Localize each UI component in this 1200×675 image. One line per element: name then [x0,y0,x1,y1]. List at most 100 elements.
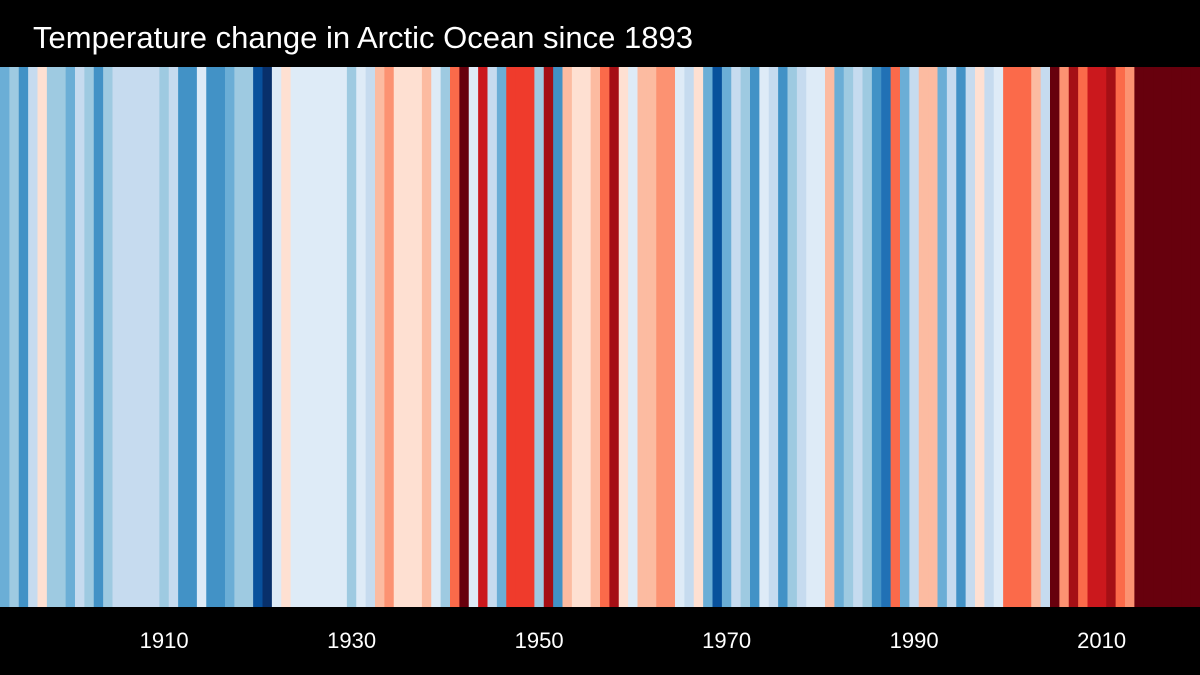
stripe-2000 [1003,67,1014,607]
x-axis: 1910 1930 1950 1970 1990 2010 [0,607,1200,675]
x-tick-label-1970: 1970 [702,628,752,653]
stripe-1917 [225,67,235,607]
stripe-2007 [1068,67,1079,607]
stripe-1942 [459,67,470,607]
stripe-1980 [815,67,826,607]
stripe-1973 [750,67,760,607]
stripe-1943 [468,67,479,607]
stripe-1946 [496,67,507,607]
stripe-1912 [178,67,189,607]
stripe-1901 [75,67,85,607]
warming-stripes-plot [0,67,1200,607]
stripe-2009 [1087,67,1098,607]
stripe-1929 [337,67,348,607]
stripe-2013 [1125,67,1135,607]
stripe-2010 [1096,67,1107,607]
stripe-1995 [956,67,967,607]
stripe-1941 [450,67,460,607]
stripe-1906 [121,67,132,607]
stripe-1968 [703,67,714,607]
stripe-1983 [843,67,854,607]
stripe-1978 [796,67,807,607]
stripe-1969 [712,67,723,607]
stripe-1924 [290,67,301,607]
stripe-2016 [1153,67,1164,607]
stripe-2014 [1134,67,1145,607]
stripe-1992 [928,67,939,607]
stripe-1972 [740,67,751,607]
stripe-1964 [665,67,676,607]
stripe-1962 [646,67,657,607]
stripe-1953 [562,67,573,607]
stripe-1963 [656,67,667,607]
stripe-2012 [1115,67,1126,607]
x-tick-label-1910: 1910 [139,628,189,653]
stripe-1919 [243,67,254,607]
stripe-1967 [693,67,704,607]
x-tick-label-1930: 1930 [327,628,377,653]
chart-title: Temperature change in Arctic Ocean since… [33,20,693,55]
stripe-1911 [168,67,179,607]
stripe-1936 [403,67,414,607]
stripe-1970 [721,67,732,607]
stripe-1927 [318,67,329,607]
stripe-2019 [1181,67,1192,607]
stripe-1954 [571,67,582,607]
stripe-1938 [421,67,432,607]
stripe-1922 [271,67,282,607]
stripe-1985 [862,67,873,607]
stripe-1916 [215,67,226,607]
stripe-1959 [618,67,629,607]
stripe-1913 [187,67,198,607]
stripe-2006 [1059,67,1070,607]
stripe-1947 [506,67,517,607]
stripe-1950 [534,67,545,607]
stripe-1920 [253,67,264,607]
stripe-1923 [281,67,292,607]
stripe-1998 [984,67,995,607]
stripe-1991 [918,67,929,607]
stripe-1939 [431,67,442,607]
stripe-2005 [1050,67,1060,607]
stripe-1965 [675,67,685,607]
stripe-1932 [365,67,376,607]
title-bar: Temperature change in Arctic Ocean since… [0,0,1200,67]
stripe-1896 [28,67,39,607]
stripe-2002 [1021,67,1032,607]
stripe-1958 [609,67,620,607]
stripe-2008 [1078,67,1089,607]
stripe-1905 [112,67,123,607]
stripe-1934 [384,67,395,607]
stripe-1956 [590,67,601,607]
stripe-1997 [975,67,985,607]
stripe-1925 [300,67,310,607]
stripe-1915 [206,67,217,607]
stripe-1996 [965,67,976,607]
stripe-1902 [84,67,95,607]
stripe-1949 [525,67,535,607]
stripe-2020 [1190,67,1200,607]
stripe-1975 [768,67,779,607]
stripe-1955 [581,67,592,607]
stripe-1999 [993,67,1004,607]
stripe-1974 [759,67,770,607]
stripe-1976 [778,67,789,607]
stripe-1930 [346,67,357,607]
stripe-1931 [356,67,367,607]
stripe-1910 [159,67,170,607]
stripe-1989 [900,67,910,607]
x-tick-label-1950: 1950 [514,628,564,653]
stripe-2001 [1012,67,1023,607]
stripe-1990 [909,67,920,607]
stripe-2018 [1171,67,1182,607]
stripe-1977 [787,67,798,607]
stripe-1979 [806,67,817,607]
stripe-1988 [890,67,901,607]
x-tick-label-1990: 1990 [889,628,939,653]
stripe-1895 [18,67,29,607]
stripe-2017 [1162,67,1173,607]
stripe-1993 [937,67,948,607]
stripe-1899 [56,67,67,607]
stripe-1903 [93,67,104,607]
stripe-1909 [150,67,160,607]
